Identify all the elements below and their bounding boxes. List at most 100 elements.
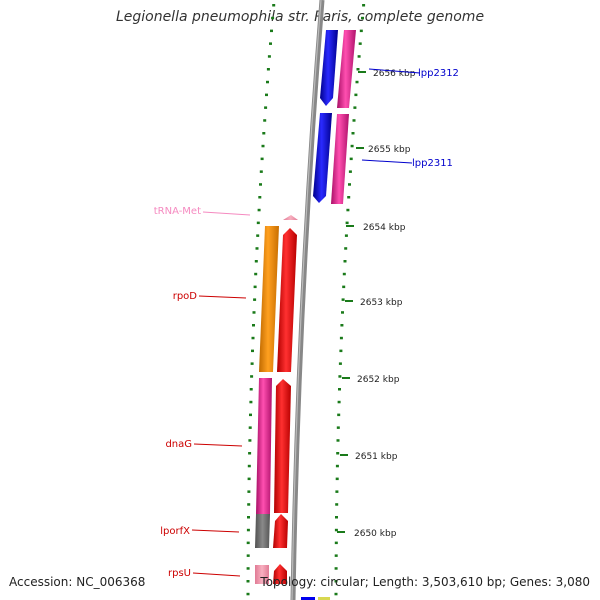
outer-tick: [336, 426, 340, 429]
gene-lpp2311-magenta[interactable]: [331, 114, 349, 204]
gene-lporfx-red[interactable]: [273, 514, 288, 548]
gene-rpod-orange[interactable]: [259, 226, 279, 372]
inner-tick: [246, 580, 250, 583]
inner-tick: [260, 157, 264, 161]
outer-tick: [335, 490, 339, 493]
inner-tick: [248, 426, 252, 429]
inner-tick: [257, 208, 261, 212]
scale-2653: 2653 kbp: [345, 298, 403, 308]
outer-tick: [335, 477, 339, 481]
scale-label-2650: 2650 kbp: [354, 529, 397, 539]
inner-tick: [249, 413, 252, 417]
outer-tick: [334, 580, 338, 583]
leader-lporfx: [191, 529, 240, 533]
inner-tick: [252, 324, 255, 327]
gene-lpp2312-blue[interactable]: [320, 30, 338, 106]
topology-text: Topology: circular; Length: 3,503,610 bp…: [260, 575, 590, 589]
scale-label-2655: 2655 kbp: [368, 145, 411, 155]
gene-fragment-blue: [301, 597, 315, 600]
gene-lpp2311-blue[interactable]: [313, 113, 332, 203]
leader-rpsu: [192, 572, 241, 577]
leader-rpod: [198, 295, 247, 299]
gene-fragment-yellow: [318, 597, 330, 600]
inner-tick: [253, 285, 257, 289]
scale-2656: 2656 kbp: [358, 69, 416, 79]
inner-tick: [248, 452, 252, 455]
outer-tick: [353, 106, 357, 109]
inner-tick: [248, 439, 252, 442]
outer-tick: [339, 349, 343, 353]
outer-tick: [361, 16, 364, 20]
inner-tick: [246, 554, 250, 557]
outer-tick-track: [334, 4, 366, 596]
outer-tick: [335, 464, 339, 468]
inner-tick: [266, 80, 269, 84]
outer-tick: [359, 29, 363, 33]
gene-rpod-red[interactable]: [277, 228, 297, 372]
gene-rpsu-red[interactable]: [273, 564, 287, 584]
outer-tick: [336, 439, 340, 442]
gene-trna-met[interactable]: [283, 215, 298, 220]
scale-2655: 2655 kbp: [356, 145, 411, 155]
inner-tick: [254, 260, 258, 263]
inner-tick: [247, 503, 251, 506]
outer-tick: [337, 400, 341, 404]
outer-tick: [351, 132, 355, 135]
inner-tick: [271, 16, 275, 20]
label-lpp2311[interactable]: lpp2311: [412, 158, 453, 169]
outer-tick: [340, 324, 344, 327]
outer-tick: [338, 388, 341, 391]
outer-tick: [342, 272, 346, 276]
inner-tick: [246, 592, 250, 596]
inner-tick: [247, 516, 250, 519]
label-dnag[interactable]: dnaG: [165, 439, 192, 450]
inner-tick: [250, 362, 254, 365]
outer-tick: [335, 503, 339, 506]
inner-tick: [259, 183, 262, 186]
inner-tick: [250, 375, 254, 378]
inner-tick: [246, 528, 250, 532]
outer-tick: [347, 196, 351, 199]
label-rpod[interactable]: rpoD: [173, 291, 198, 302]
inner-tick: [264, 106, 268, 109]
outer-tick: [337, 413, 341, 417]
outer-tick: [341, 298, 345, 301]
outer-tick: [334, 567, 338, 570]
inner-tick: [255, 247, 259, 250]
scale-2652: 2652 kbp: [342, 375, 400, 385]
accession-text: Accession: NC_006368: [9, 575, 146, 589]
outer-tick: [334, 592, 338, 596]
label-lpp2312[interactable]: lpp2312: [418, 68, 459, 79]
leader-lpp2311: [361, 159, 413, 164]
inner-tick: [246, 567, 250, 570]
leader-trna-met: [202, 211, 251, 216]
gene-lporfx-gray[interactable]: [255, 514, 270, 548]
outer-tick: [335, 516, 338, 519]
inner-tick: [249, 388, 253, 391]
outer-tick: [355, 80, 359, 84]
outer-tick: [345, 221, 349, 225]
genome-backbone: [290, 0, 325, 600]
gene-lpp2312-magenta[interactable]: [337, 30, 356, 108]
outer-tick: [349, 157, 353, 161]
gene-dnag-magenta[interactable]: [256, 378, 272, 514]
inner-tick: [251, 336, 255, 340]
label-trna-met[interactable]: tRNA-Met: [154, 206, 201, 217]
gene-rpsu-pink[interactable]: [255, 565, 269, 584]
scale-label-2652: 2652 kbp: [357, 375, 400, 385]
outer-tick: [338, 362, 342, 365]
outer-tick: [338, 375, 342, 378]
inner-tick: [249, 400, 253, 404]
outer-tick: [344, 247, 348, 250]
inner-tick: [270, 29, 273, 33]
inner-tick: [253, 298, 257, 301]
gene-dnag-red[interactable]: [274, 379, 291, 513]
outer-tick: [356, 68, 360, 71]
label-lporfx[interactable]: lporfX: [160, 526, 190, 537]
leader-lpp2312: [368, 68, 421, 74]
label-rpsu[interactable]: rpsU: [168, 568, 191, 579]
inner-tick: [259, 170, 263, 173]
outer-tick: [334, 554, 338, 557]
outer-tick: [334, 541, 338, 545]
